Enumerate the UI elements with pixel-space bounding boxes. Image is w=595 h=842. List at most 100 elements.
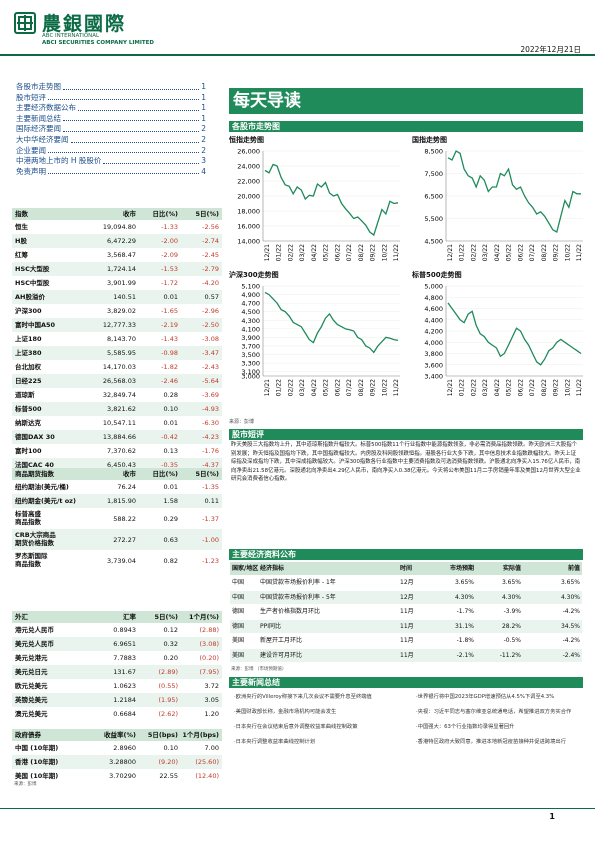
bond-table-cell: 3.70290: [109, 772, 136, 780]
footer-divider: [0, 808, 595, 809]
chart-xtick: 01/22: [459, 379, 466, 396]
news-item[interactable]: ·日本央行在会议结束后意外调整收益率曲线控制政策: [234, 724, 358, 730]
indices-table-cell: 3,901.99: [107, 279, 136, 287]
toc-item[interactable]: 企业要闻 2: [16, 146, 206, 157]
chart-ytick: 3,000: [241, 373, 260, 381]
indices-table-cell: 13,884.66: [102, 433, 136, 441]
commodity-table-cell: 0.01: [163, 483, 178, 491]
commodity-table-cell: 0.82: [163, 556, 178, 565]
indices-table-cell: 标普500: [15, 405, 42, 413]
fx-table-row: 澳元兑美元 0.6684 (2.62) 1.20: [12, 707, 222, 721]
chart-xtick: 03/22: [299, 379, 306, 396]
indices-table-cell: 7,370.62: [107, 447, 136, 455]
eco-table-row-cell: -0.5%: [503, 637, 521, 644]
news-item[interactable]: ·中国强大：63个行业指数均录得显著回升: [416, 724, 515, 730]
eco-section-title: 主要经济资料公布: [229, 549, 583, 560]
commodity-table-header-cell: 商品期货指数: [15, 470, 54, 478]
indices-table-cell: -4.93: [202, 405, 219, 413]
commodity-table-cell: -1.37: [202, 514, 219, 523]
fx-table-cell: 131.67: [113, 668, 136, 676]
toc-item[interactable]: 股市短评 1: [16, 93, 206, 104]
bond-table-row: 中国 (10年期) 2.8960 0.10 7.00: [12, 741, 222, 755]
eco-table-row-cell: -1.7%: [456, 608, 474, 615]
chart-xtick: 07/22: [346, 379, 353, 396]
fx-table-row: 美元兑港元 7.7883 0.20 (0.20): [12, 651, 222, 665]
chart-series-line: [447, 150, 581, 233]
toc-item[interactable]: 各股市走势图 1: [16, 82, 206, 93]
indices-table-cell: -1.72: [161, 279, 178, 287]
indices-table-cell: 10,547.11: [102, 419, 136, 427]
fx-table-cell: 澳元兑美元: [15, 710, 48, 718]
bond-table-header: 政府债券 收益率(%) 5日(bps) 1个月(bps): [12, 729, 222, 741]
indices-table-row: 上证180 8,143.70 -1.43 -3.08: [12, 332, 222, 346]
logo-mark: [14, 12, 36, 34]
indices-table-cell: 8,143.70: [107, 335, 136, 343]
commodity-table-header-cell: 5日(%): [195, 470, 219, 478]
chart-hsi: 恒指走势图 26,000 24,000 22,000 20,000 18,000 16,00…: [229, 135, 404, 275]
chart-xtick: 07/22: [346, 244, 353, 261]
indices-table-cell: -2.56: [202, 223, 219, 231]
toc-leader: [63, 124, 200, 132]
toc-page: 1: [201, 82, 206, 91]
chart-xtick: 03/22: [482, 379, 489, 396]
eco-table-row-cell: 12月: [400, 593, 414, 601]
eco-table-row: 美国 建设许可月环比 11月 -2.1% -11.2% -2.4%: [230, 648, 582, 662]
eco-table-row-cell: 11月: [400, 608, 414, 615]
commodity-table-cell: 272.27: [113, 535, 136, 544]
news-item[interactable]: ·央视：习近平同志与塞尔维亚总统通电话，希望推进双方务实合作: [416, 709, 572, 715]
chart-xtick: 10/22: [564, 379, 571, 396]
toc-label: 国际经济要闻: [16, 124, 61, 134]
indices-table-cell: -2.45: [202, 251, 219, 259]
news-item[interactable]: ·香港特区政府大致同意，推进本地新冠疫苗接种并促进跨境出行: [416, 739, 566, 745]
toc-leader: [48, 93, 200, 101]
fx-table-cell: 0.6684: [113, 710, 136, 718]
toc-item[interactable]: 主要新闻总结 1: [16, 114, 206, 125]
toc-item[interactable]: 大中华经济要闻 2: [16, 135, 206, 146]
toc-item[interactable]: 主要经济数据公布 1: [16, 103, 206, 114]
news-item[interactable]: ·欧洲央行的Villeroy称接下来几次会议不需要升息至终端值: [234, 694, 372, 700]
chart-ytick: 5,100: [241, 283, 260, 291]
market-comment-title: 股市短评: [229, 429, 583, 440]
toc-item[interactable]: 国际经济要闻 2: [16, 124, 206, 135]
fx-table-row: 美元兑人民币 6.9651 0.32 (3.08): [12, 637, 222, 651]
indices-table-cell: 富时中国A50: [15, 321, 56, 329]
news-item[interactable]: ·日本央行调整收益率曲线控制计划: [234, 739, 316, 745]
chart-xtick: 04/22: [494, 379, 501, 396]
indices-table-row: AH股溢价 140.51 0.01 0.57: [12, 290, 222, 304]
news-item[interactable]: ·世界银行将中国2023年GDP增速预估从4.5%下调至4.3%: [416, 694, 555, 700]
chart-xtick: 01/22: [459, 244, 466, 261]
chart-xtick: 11/22: [576, 379, 583, 396]
toc-page: 4: [201, 166, 206, 176]
chart-xtick: 12/21: [447, 379, 454, 396]
report-date: 2022年12月21日: [520, 45, 581, 54]
bond-source: 来源：彭博: [14, 782, 37, 787]
eco-table-row-cell: 德国: [232, 622, 245, 630]
chart-title: 沪深300走势图: [229, 271, 279, 279]
toc-item[interactable]: 中港两地上市的 H 股股价 3: [16, 156, 206, 167]
fx-table-cell: 英镑兑美元: [15, 696, 48, 704]
indices-table-header-cell: 指数: [15, 210, 28, 218]
indices-table-cell: 1,724.14: [107, 265, 136, 273]
commodity-table-cell: 0.29: [163, 514, 178, 523]
eco-table-row-cell: 中国贷款市场报价利率 - 5年: [260, 593, 336, 601]
indices-table-cell: -2.74: [202, 237, 219, 245]
brand-name-en-sub: ABCI SECURITIES COMPANY LIMITED: [42, 40, 154, 46]
chart-hscei: 国指走势图 8,500 7,500 6,500 5,500 4,500 12/21 01/22…: [412, 135, 587, 275]
chart-xtick: 09/22: [553, 379, 560, 396]
indices-table-cell: 台北加权: [15, 363, 41, 371]
fx-table-cell: (7.95): [199, 668, 219, 676]
indices-table-cell: -4.23: [202, 433, 219, 441]
eco-table-row-cell: 3.65%: [560, 579, 580, 586]
eco-table-header-cell: 国家/地区: [232, 565, 259, 572]
fx-table-header: 外汇 汇率 5日(%) 1个月(%): [12, 611, 222, 623]
indices-table-cell: 上证380: [15, 349, 42, 357]
indices-table-cell: -0.98: [161, 349, 178, 357]
chart-source: 来源：彭博: [229, 419, 255, 425]
indices-table-cell: -5.64: [202, 377, 219, 385]
fx-table-header-cell: 外汇: [15, 613, 28, 621]
toc-item[interactable]: 免责声明 4: [16, 167, 206, 178]
eco-table-row-cell: 28.2%: [501, 622, 521, 630]
news-item[interactable]: ·美国财政部长称，金融市场机构可能会发生: [234, 709, 337, 715]
toc-page: 1: [201, 103, 206, 113]
chart-ytick: 4,600: [424, 305, 443, 313]
